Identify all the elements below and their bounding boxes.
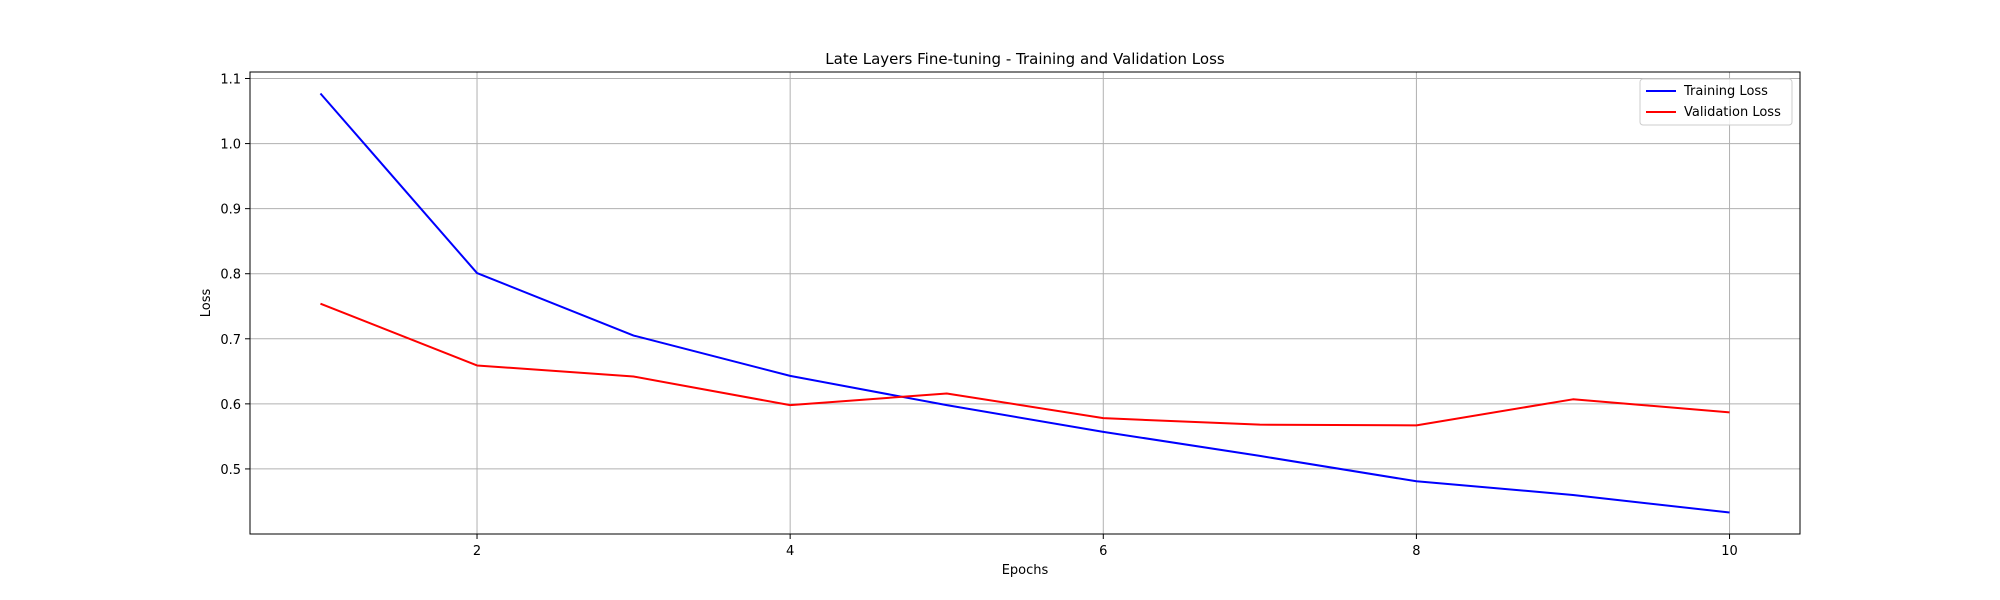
x-tick-label: 8 xyxy=(1412,544,1420,559)
legend-label-validation: Validation Loss xyxy=(1684,105,1781,120)
y-tick-label: 0.8 xyxy=(220,268,241,283)
y-tick-label: 0.5 xyxy=(220,463,241,478)
y-tick-label: 1.0 xyxy=(220,138,241,153)
y-tick-label: 0.9 xyxy=(220,203,241,218)
x-tick-label: 2 xyxy=(473,544,481,559)
y-axis-ticks: 0.5 0.6 0.7 0.8 0.9 1.0 1.1 xyxy=(220,73,250,478)
legend: Training Loss Validation Loss xyxy=(1639,78,1793,126)
x-axis-label: Epochs xyxy=(1002,563,1049,578)
validation-loss-line xyxy=(320,302,1730,427)
x-axis-ticks: 2 4 6 8 10 xyxy=(473,534,1738,559)
grid-lines xyxy=(250,72,1800,534)
x-tick-label: 10 xyxy=(1721,544,1738,559)
y-axis-label: Loss xyxy=(199,289,214,318)
legend-label-training: Training Loss xyxy=(1683,84,1768,99)
training-loss-line xyxy=(319,92,1730,514)
chart-title: Late Layers Fine-tuning - Training and V… xyxy=(825,50,1225,68)
x-tick-label: 6 xyxy=(1099,544,1107,559)
legend-box xyxy=(1639,78,1793,126)
x-tick-label: 4 xyxy=(786,544,794,559)
y-tick-label: 1.1 xyxy=(220,73,241,88)
y-tick-label: 0.6 xyxy=(220,398,241,413)
series-lines xyxy=(319,92,1730,514)
y-tick-label: 0.7 xyxy=(220,333,241,348)
plot-area-frame xyxy=(249,71,1801,535)
